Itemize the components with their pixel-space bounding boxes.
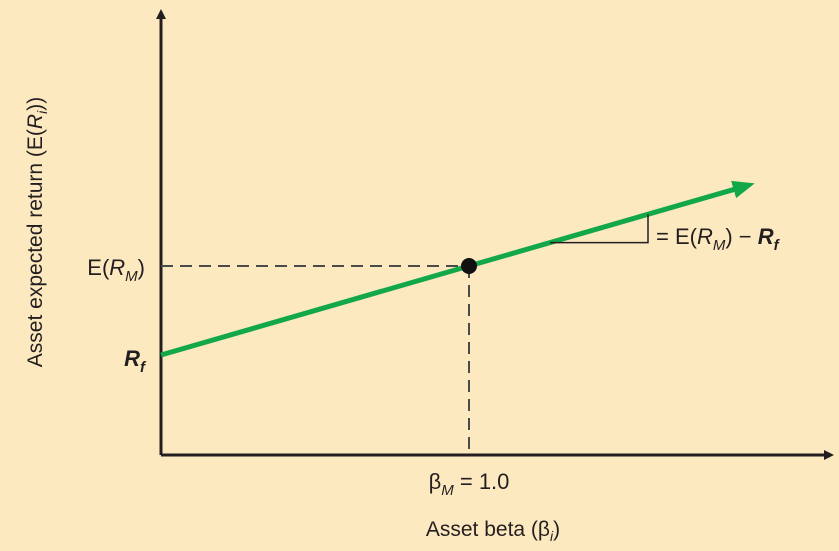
x-tick-market-beta: βM = 1.0 — [429, 469, 510, 499]
security-market-line — [160, 180, 755, 358]
market-point — [461, 258, 477, 274]
y-axis-label: Asset expected return (E(Ri)) — [24, 97, 50, 367]
y-tick-risk-free: Rf — [124, 346, 147, 376]
slope-triangle — [550, 214, 649, 244]
slope-annotation: = E(RM) − Rf — [656, 224, 781, 254]
x-axis-label: Asset beta (βi) — [426, 518, 560, 544]
y-tick-market-return: E(RM) — [87, 255, 145, 285]
